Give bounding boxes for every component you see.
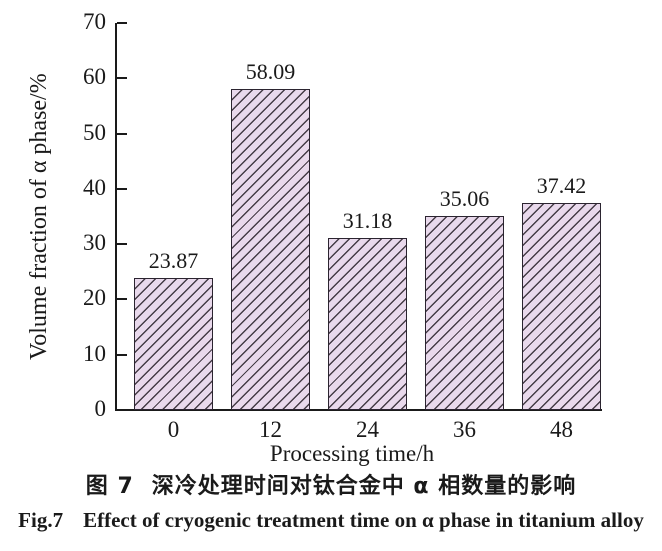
x-tick-label: 48	[550, 417, 573, 442]
bar-value-label: 31.18	[342, 207, 393, 233]
caption-chinese: 图 7 深冷处理时间对钛合金中 α 相数量的影响	[0, 472, 662, 502]
bar	[134, 278, 213, 410]
bar	[425, 216, 504, 410]
caption-english-text: Effect of cryogenic treatment time on α …	[83, 508, 644, 532]
y-tick-label: 40	[83, 174, 106, 200]
y-tick-mark	[117, 353, 127, 356]
y-tick-mark	[117, 243, 127, 246]
y-tick-label: 70	[83, 9, 106, 34]
y-tick-mark	[117, 77, 127, 80]
y-tick-mark	[117, 409, 127, 411]
caption-english: Fig.7 Effect of cryogenic treatment time …	[0, 505, 662, 535]
y-axis-line	[115, 23, 117, 411]
x-tick-label: 24	[356, 417, 379, 442]
y-tick-mark	[117, 22, 127, 24]
bar-value-label: 58.09	[245, 58, 296, 84]
caption-english-number: Fig.7	[18, 508, 64, 532]
x-axis-label: Processing time/h	[269, 441, 435, 466]
bar-value-label: 37.42	[536, 173, 587, 199]
x-axis-line	[115, 409, 602, 411]
x-tick-label: 12	[259, 417, 282, 442]
y-tick-label: 60	[83, 64, 106, 90]
bar-value-label: 23.87	[148, 248, 199, 274]
x-tick-label: 36	[453, 417, 476, 442]
x-tick-label: 0	[167, 417, 180, 442]
y-tick-mark	[117, 132, 127, 135]
caption-chinese-number: 图 7	[85, 474, 134, 499]
y-tick-label: 50	[83, 119, 106, 145]
y-tick-label: 20	[83, 285, 106, 311]
y-tick-mark	[117, 187, 127, 190]
bar	[522, 203, 601, 410]
caption-chinese-text: 深冷处理时间对钛合金中 α 相数量的影响	[151, 474, 577, 499]
y-tick-label: 0	[94, 396, 107, 421]
y-tick-label: 10	[83, 340, 106, 366]
y-tick-mark	[117, 298, 127, 301]
bar-value-label: 35.06	[439, 186, 490, 212]
bar	[328, 237, 407, 410]
bar	[231, 88, 310, 410]
y-tick-label: 30	[83, 230, 106, 256]
